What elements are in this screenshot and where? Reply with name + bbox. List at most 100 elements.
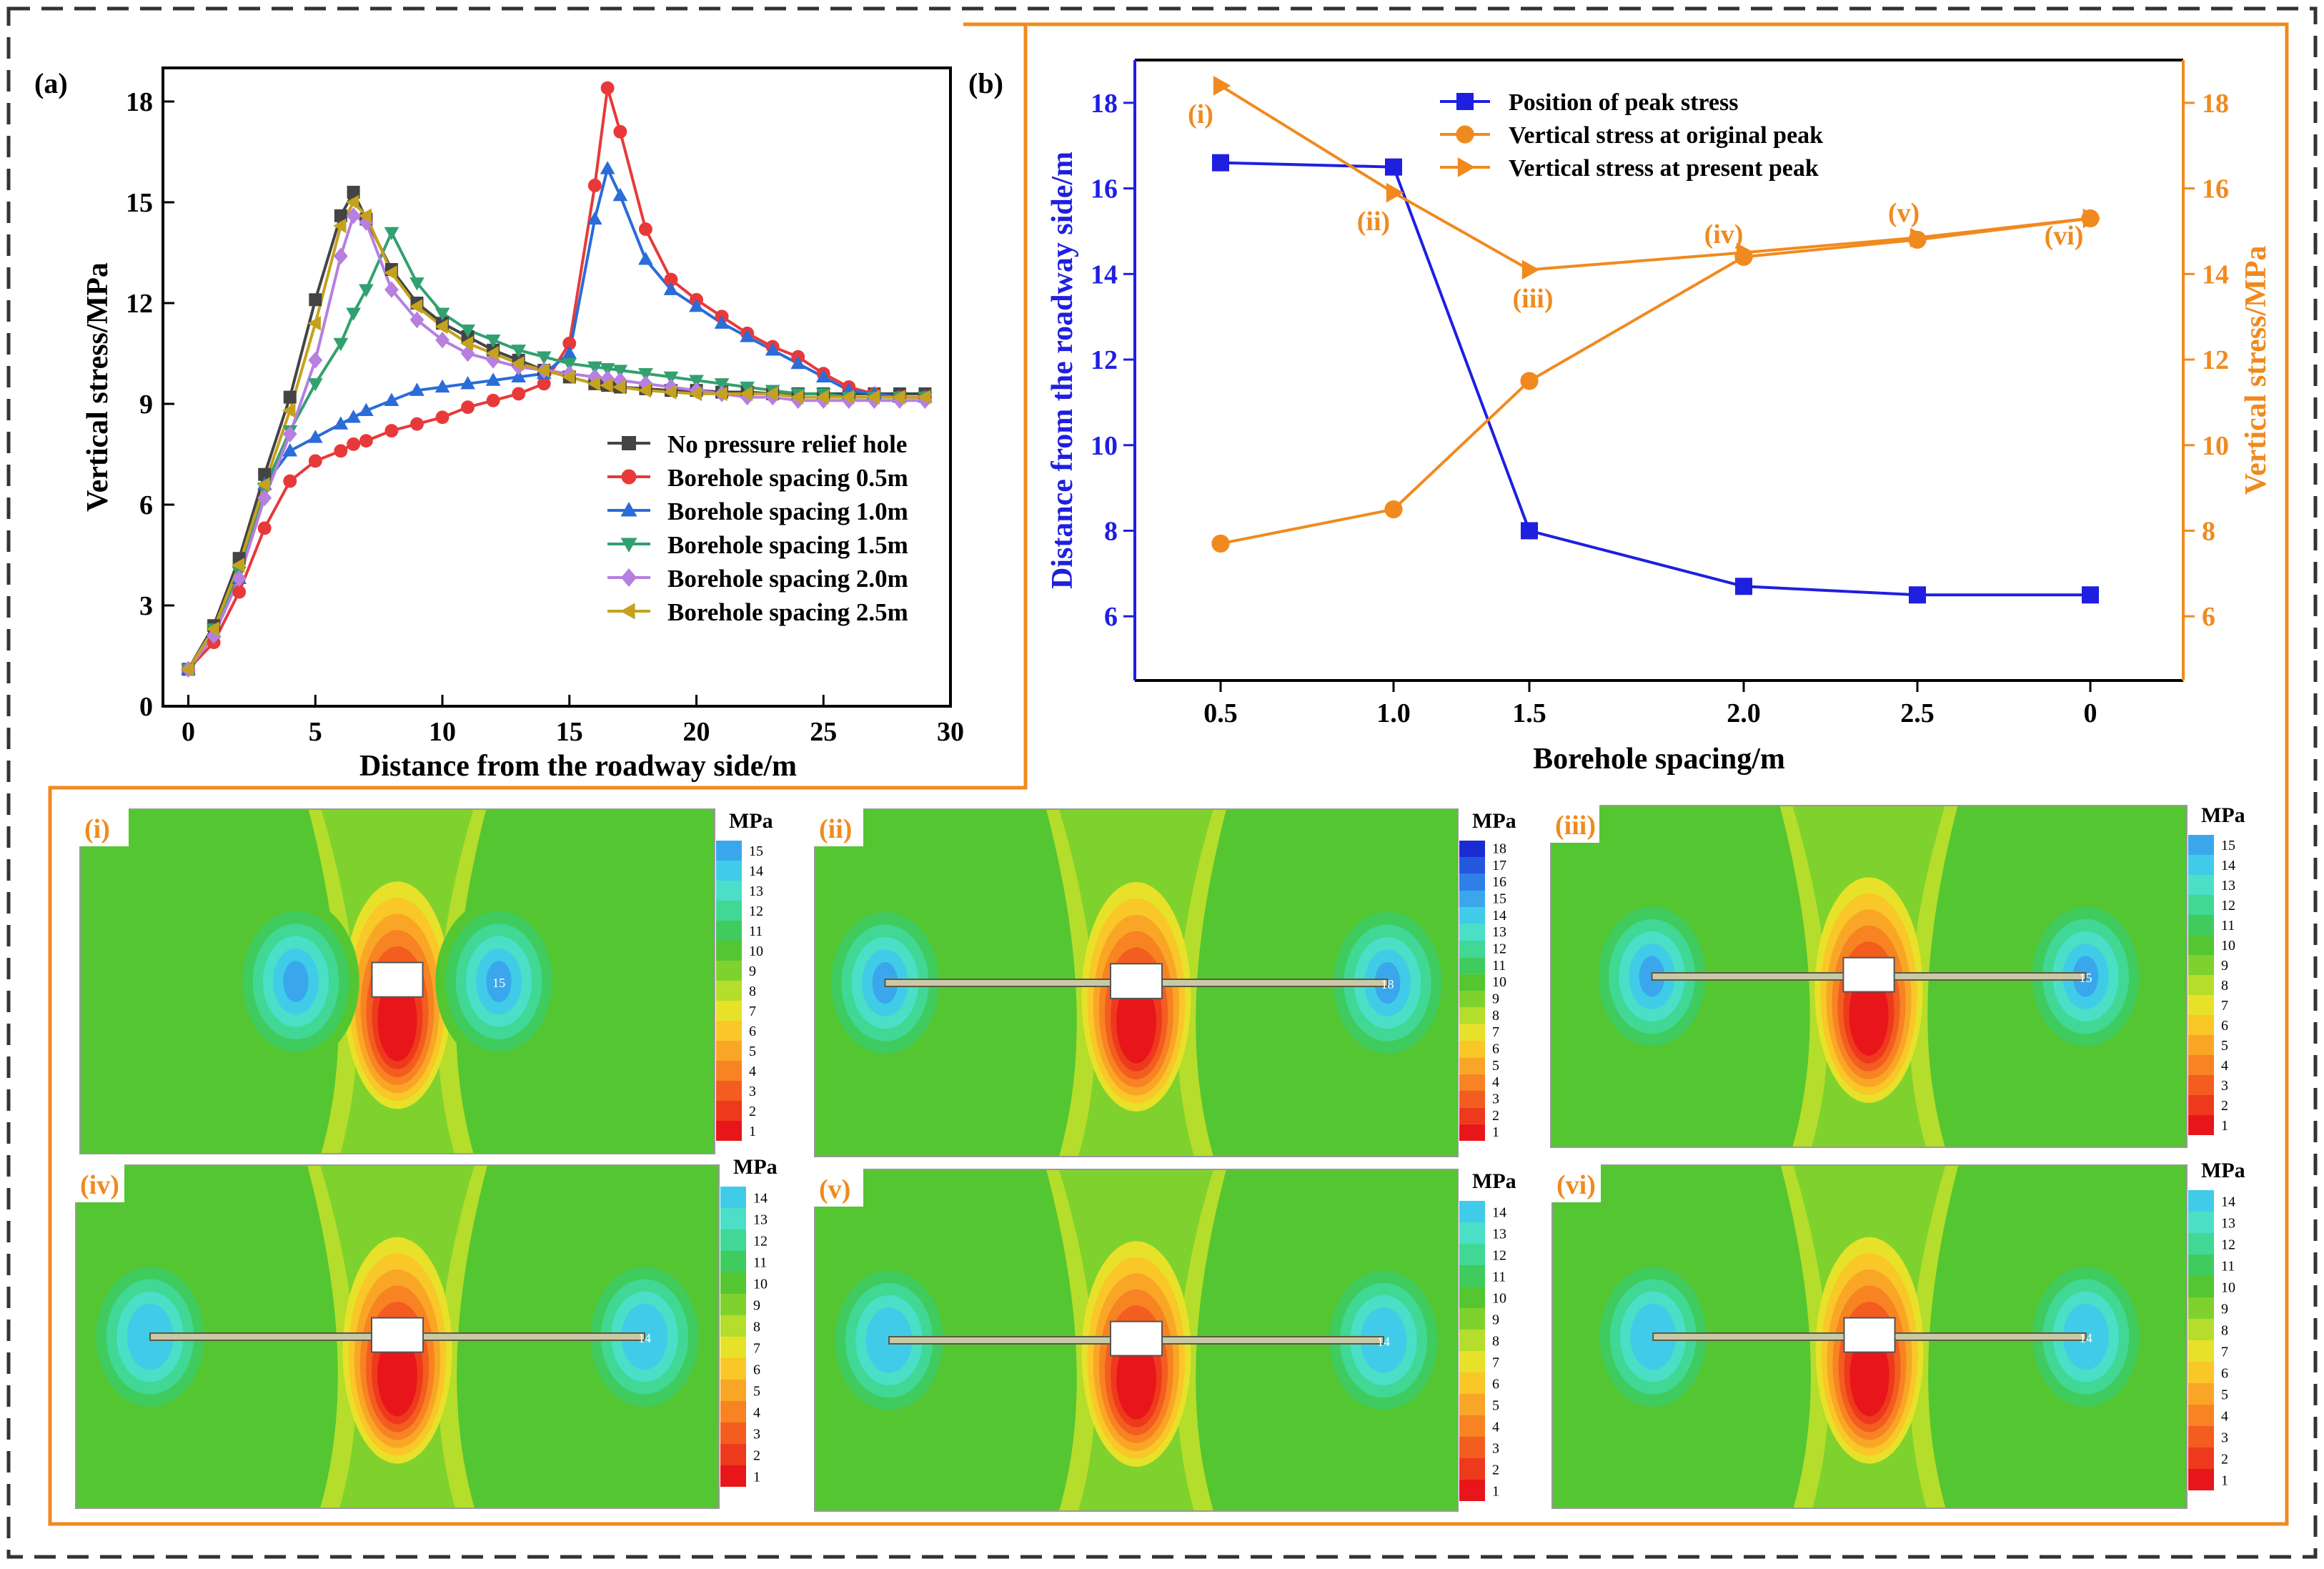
colorbar-tick-label: 6 <box>2221 1366 2228 1382</box>
colorbar-tick-label: 1 <box>753 1470 760 1485</box>
y-tick-label-right-b: 10 <box>2202 431 2229 461</box>
contour-field <box>80 809 715 1154</box>
data-point-a <box>841 390 855 405</box>
colorbar-swatch <box>1459 841 1485 858</box>
contour-panel-label: (v) <box>819 1174 850 1204</box>
colorbar-tick-label: 6 <box>1492 1041 1499 1057</box>
roadway-opening <box>371 1317 424 1353</box>
colorbar-tick-label: 13 <box>2221 1216 2235 1232</box>
data-point-a <box>347 437 361 451</box>
data-point-b <box>1521 522 1538 540</box>
data-point-a <box>257 477 270 493</box>
contour-label-bg <box>813 808 863 846</box>
colorbar-tick-label: 4 <box>753 1405 760 1421</box>
data-point-a <box>511 345 527 358</box>
colorbar-tick-label: 14 <box>753 1191 768 1207</box>
colorbar-swatch <box>720 1251 746 1272</box>
data-point-a <box>790 390 804 405</box>
colorbar-swatch <box>720 1358 746 1380</box>
y-tick-label-right-b: 14 <box>2202 259 2229 289</box>
series-line-b <box>1220 161 2090 597</box>
contour-peak-label: 15 <box>492 976 505 990</box>
colorbar-tick-label: 7 <box>2221 1345 2228 1360</box>
contour-label-bg <box>813 1168 863 1207</box>
legend-marker-a <box>622 436 636 450</box>
series-line-b <box>1220 217 2091 545</box>
contour-panel-label: (vi) <box>1556 1170 1596 1200</box>
colorbar-tick-label: 2 <box>1492 1108 1499 1124</box>
y-tick-label-a: 6 <box>139 490 153 520</box>
colorbar-tick-label: 13 <box>2221 878 2235 894</box>
data-point-a <box>714 378 730 392</box>
colorbar-swatch <box>720 1444 746 1465</box>
y-axis-label-left-b: Distance from the roadway side/m <box>1046 152 1079 589</box>
colorbar-swatch <box>1459 1124 1485 1141</box>
x-axis-label-a: Distance from the roadway side/m <box>359 750 797 783</box>
data-point-a <box>384 265 397 281</box>
data-point-a <box>206 621 219 637</box>
colorbar-tick-label: 13 <box>1492 924 1506 940</box>
contour-level <box>377 1334 417 1417</box>
data-point-a <box>207 627 221 644</box>
data-point-b <box>2082 586 2099 604</box>
data-point-a <box>485 346 499 361</box>
data-point-a <box>334 209 347 222</box>
legend-label-a: Borehole spacing 2.0m <box>667 565 908 593</box>
data-point-a <box>600 161 615 174</box>
colorbar-swatch <box>1459 1287 1485 1308</box>
colorbar-swatch <box>2188 895 2214 915</box>
colorbar-tick-label: 9 <box>1492 991 1499 1007</box>
contour-side-level <box>283 961 309 1002</box>
data-point-a <box>460 336 474 351</box>
data-point-a <box>664 272 678 287</box>
colorbar-tick-label: 12 <box>1492 941 1506 957</box>
data-point-b <box>1384 500 1403 519</box>
colorbar-tick-label: 5 <box>2221 1387 2228 1403</box>
data-point-b <box>1520 372 1539 390</box>
colorbar-swatch <box>2188 1015 2214 1035</box>
contour-field <box>1552 1165 2187 1508</box>
colorbar-swatch <box>2188 1362 2214 1383</box>
data-point-a <box>334 444 348 458</box>
colorbar-tick-label: 4 <box>1492 1420 1499 1435</box>
data-point-a <box>257 521 272 535</box>
data-point-a <box>359 402 374 417</box>
data-point-a <box>409 299 423 315</box>
data-point-a <box>258 467 272 481</box>
orange-frame <box>48 22 2289 1526</box>
colorbar-swatch <box>720 1315 746 1337</box>
data-point-a <box>359 434 373 448</box>
colorbar-swatch <box>716 1101 742 1121</box>
colorbar-unit: MPa <box>1472 809 1516 833</box>
data-point-a <box>600 363 615 377</box>
data-point-a <box>346 207 361 224</box>
point-annotation-b: (i) <box>1188 99 1213 129</box>
x-tick-label-b: 0.5 <box>1203 698 1238 728</box>
data-point-a <box>308 352 323 369</box>
y-axis-label-right-b: Vertical stress/MPa <box>2240 246 2273 495</box>
colorbar-swatch <box>716 881 742 901</box>
colorbar-tick-label: 11 <box>753 1255 767 1271</box>
data-point-b <box>2082 208 2101 229</box>
contour-level <box>1849 1334 1890 1417</box>
legend-marker-a <box>621 568 637 587</box>
data-point-a <box>638 222 652 237</box>
colorbar-tick-label: 6 <box>1492 1377 1499 1392</box>
data-point-a <box>740 381 755 395</box>
colorbar-swatch <box>716 1121 742 1141</box>
data-point-a <box>409 382 424 396</box>
legend-marker-b <box>1457 157 1476 177</box>
colorbar-tick-label: 5 <box>753 1384 760 1400</box>
contour-frame <box>814 1169 1459 1512</box>
y-tick-label-right-b: 12 <box>2202 345 2229 375</box>
contour-peak-label: 18 <box>1381 977 1394 991</box>
colorbar-swatch <box>720 1337 746 1358</box>
data-point-a <box>232 585 247 599</box>
point-annotation-b: (vi) <box>2045 221 2084 251</box>
colorbar-swatch <box>2188 1075 2214 1095</box>
legend-marker-a <box>620 538 637 553</box>
data-point-b <box>1385 158 1402 176</box>
